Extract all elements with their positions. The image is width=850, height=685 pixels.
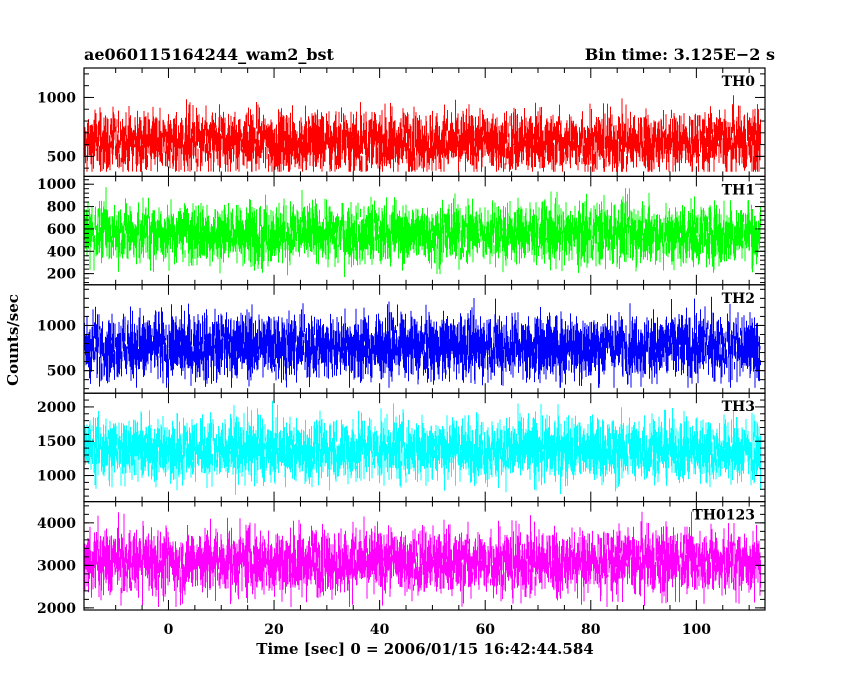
y-tick-label: 3000 [37,558,76,574]
series-label-th3: TH3 [722,399,755,415]
y-tick-label: 200 [47,267,76,283]
y-tick-label: 500 [47,149,76,165]
x-tick-label: 80 [581,622,601,638]
y-tick-label: 400 [47,244,76,260]
panel-th0123: TH0123 2000 3000 4000 [37,501,766,617]
y-tick-label: 1000 [37,177,76,193]
series-label-th1: TH1 [722,182,755,198]
y-tick-label: 500 [47,364,76,380]
y-tick-label: 1000 [37,469,76,485]
chart-title-left: ae060115164244_wam2_bst [84,45,335,64]
series-label-th0: TH0 [722,74,756,90]
series-line-th1 [83,187,761,277]
y-tick-label: 2000 [37,601,76,617]
panel-th1: TH1 200 400 600 800 1000 [37,175,766,286]
x-tick-label: 40 [370,622,390,638]
y-tick-label: 1000 [37,90,76,106]
series-line-th2 [83,296,761,388]
panel-th3: TH3 1000 1500 2000 [37,392,766,503]
x-tick-label: 20 [264,622,284,638]
y-tick-label: 800 [47,200,76,216]
panel-th0: TH0 500 1000 [37,67,766,178]
series-line-th0 [83,95,761,172]
panel-th2: TH2 500 1000 [37,284,766,394]
x-tick-label: 60 [475,622,495,638]
x-axis-label: Time [sec] 0 = 2006/01/15 16:42:44.584 [256,640,593,658]
series-label-th0123: TH0123 [692,508,755,524]
y-tick-label: 600 [47,222,76,238]
series-line-th3 [83,400,761,495]
chart-title-right: Bin time: 3.125E−2 s [585,45,775,64]
y-axis-label: Counts/sec [4,294,22,386]
y-tick-label: 2000 [37,400,76,416]
series-line-th0123 [83,511,761,607]
x-tick-label: 100 [682,622,711,638]
x-tick-label: 0 [164,622,174,638]
y-tick-label: 4000 [37,516,76,532]
series-label-th2: TH2 [722,291,755,307]
panels-group: TH05001000TH12004006008001000TH25001000T… [37,67,766,638]
panel-frame [83,501,766,611]
y-tick-label: 1500 [37,434,76,450]
y-tick-label: 1000 [37,318,76,334]
